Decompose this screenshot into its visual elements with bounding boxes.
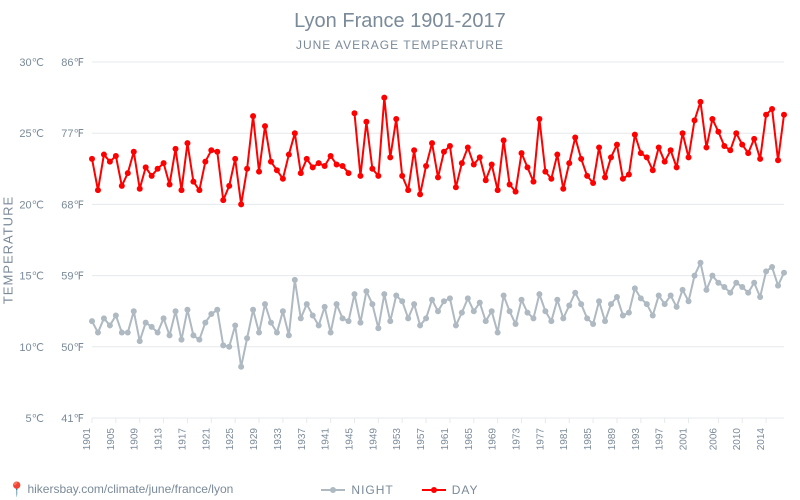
svg-text:5℃: 5℃ bbox=[26, 413, 44, 425]
svg-text:1909: 1909 bbox=[130, 428, 141, 451]
svg-text:20℃: 20℃ bbox=[19, 199, 44, 211]
svg-text:2010: 2010 bbox=[732, 428, 743, 451]
svg-text:1901: 1901 bbox=[82, 428, 93, 451]
svg-text:1985: 1985 bbox=[583, 428, 594, 451]
svg-text:59℉: 59℉ bbox=[61, 271, 84, 283]
source-footer: 📍 hikersbay.com/climate/june/france/lyon bbox=[8, 482, 233, 496]
svg-text:1953: 1953 bbox=[392, 428, 403, 451]
legend-label-night: NIGHT bbox=[351, 483, 393, 497]
svg-text:1941: 1941 bbox=[321, 428, 332, 451]
svg-text:1905: 1905 bbox=[106, 428, 117, 451]
map-pin-icon: 📍 bbox=[8, 482, 25, 496]
legend-label-day: DAY bbox=[452, 483, 479, 497]
svg-text:1925: 1925 bbox=[225, 428, 236, 451]
svg-text:1969: 1969 bbox=[488, 428, 499, 451]
svg-text:10℃: 10℃ bbox=[19, 342, 44, 354]
y-axis-label: TEMPERATURE bbox=[1, 196, 16, 304]
svg-text:1977: 1977 bbox=[535, 428, 546, 451]
svg-text:1913: 1913 bbox=[154, 428, 165, 451]
svg-text:15℃: 15℃ bbox=[19, 271, 44, 283]
svg-text:2001: 2001 bbox=[679, 428, 690, 451]
svg-text:1945: 1945 bbox=[344, 428, 355, 451]
svg-text:1929: 1929 bbox=[249, 428, 260, 451]
legend-swatch-day bbox=[422, 489, 446, 491]
svg-text:1957: 1957 bbox=[416, 428, 427, 451]
legend-item-night: NIGHT bbox=[321, 483, 393, 497]
svg-text:1933: 1933 bbox=[273, 428, 284, 451]
svg-text:1973: 1973 bbox=[512, 428, 523, 451]
svg-text:1949: 1949 bbox=[368, 428, 379, 451]
chart-subtitle: JUNE AVERAGE TEMPERATURE bbox=[0, 38, 800, 52]
svg-text:1981: 1981 bbox=[559, 428, 570, 451]
chart-container: Lyon France 1901-2017 JUNE AVERAGE TEMPE… bbox=[0, 0, 800, 500]
svg-text:77℉: 77℉ bbox=[61, 128, 84, 140]
svg-text:1921: 1921 bbox=[201, 428, 212, 451]
svg-text:1937: 1937 bbox=[297, 428, 308, 451]
svg-text:2006: 2006 bbox=[708, 428, 719, 451]
svg-text:1997: 1997 bbox=[655, 428, 666, 451]
svg-text:30℃: 30℃ bbox=[19, 57, 44, 69]
svg-text:25℃: 25℃ bbox=[19, 128, 44, 140]
legend-swatch-night bbox=[321, 489, 345, 491]
line-chart: 5℃ 41℉ 10℃ 50℉ 15℃ 59℉ 20℃ 68℉ 25℃ 77℉ 30℃ 86℉ 1901 1… bbox=[0, 0, 800, 500]
svg-text:1961: 1961 bbox=[440, 428, 451, 451]
svg-text:1917: 1917 bbox=[177, 428, 188, 451]
svg-text:1965: 1965 bbox=[464, 428, 475, 451]
svg-text:86℉: 86℉ bbox=[61, 57, 84, 69]
chart-title: Lyon France 1901-2017 bbox=[0, 10, 800, 33]
svg-text:1993: 1993 bbox=[631, 428, 642, 451]
source-url: hikersbay.com/climate/june/france/lyon bbox=[27, 482, 233, 496]
svg-text:1989: 1989 bbox=[607, 428, 618, 451]
svg-text:50℉: 50℉ bbox=[61, 342, 84, 354]
legend-item-day: DAY bbox=[422, 483, 479, 497]
svg-text:41℉: 41℉ bbox=[61, 413, 84, 425]
svg-text:2014: 2014 bbox=[756, 428, 767, 451]
svg-text:68℉: 68℉ bbox=[61, 199, 84, 211]
